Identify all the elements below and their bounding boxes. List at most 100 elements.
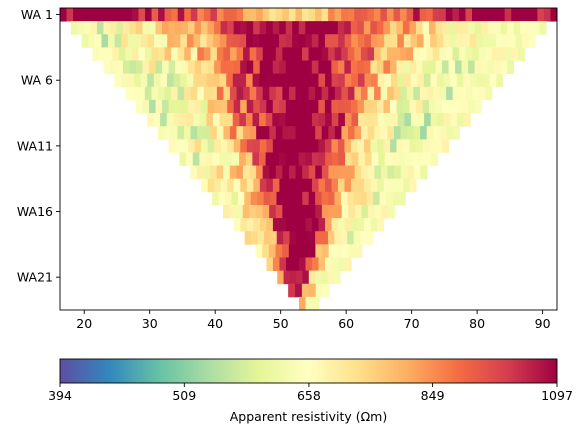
heatmap-cell <box>203 165 211 180</box>
heatmap-cell <box>366 231 374 245</box>
heatmap-cell <box>153 113 161 127</box>
heatmap-cell <box>151 86 159 101</box>
heatmap-cell <box>396 60 404 75</box>
heatmap-cell <box>142 60 150 75</box>
heatmap-cell <box>243 47 251 61</box>
heatmap-cell <box>167 34 175 48</box>
heatmap-cell <box>386 8 394 22</box>
heatmap-cell <box>318 178 326 193</box>
heatmap-cell <box>442 99 449 114</box>
heatmap-cell <box>207 60 215 75</box>
heatmap-cell <box>498 8 506 22</box>
heatmap-cell <box>315 86 323 101</box>
heatmap-cell <box>220 21 228 35</box>
heatmap-cell <box>377 34 385 48</box>
heatmap-cell <box>197 8 205 22</box>
heatmap-cell <box>406 47 414 61</box>
heatmap-cell <box>246 34 254 48</box>
x-tick-label: 70 <box>404 316 420 331</box>
heatmap-cell <box>383 139 391 153</box>
heatmap-cell <box>171 47 179 61</box>
heatmap-cell <box>331 152 339 166</box>
heatmap-cell <box>186 152 194 166</box>
heatmap-cell <box>311 21 319 35</box>
heatmap-cell <box>259 139 267 153</box>
heatmap-cell <box>413 8 421 22</box>
heatmap-cell <box>240 178 248 193</box>
heatmap-cell <box>134 34 142 48</box>
heatmap-cell <box>324 34 332 48</box>
heatmap-cell <box>305 34 313 48</box>
heatmap-cell <box>292 218 300 232</box>
heatmap-cell <box>112 8 120 22</box>
heatmap-cell <box>312 257 319 272</box>
heatmap-cell <box>142 21 150 35</box>
heatmap-cell <box>487 60 495 75</box>
heatmap-cell <box>201 60 209 75</box>
heatmap-cell <box>70 21 78 35</box>
heatmap-cell <box>360 8 368 22</box>
heatmap-cell <box>298 21 306 35</box>
heatmap-cell <box>351 34 359 48</box>
heatmap-cell <box>413 47 421 61</box>
heatmap-cell <box>430 73 438 88</box>
heatmap-cell <box>112 47 120 61</box>
heatmap-cell <box>305 152 313 166</box>
heatmap-cell <box>246 99 254 114</box>
heatmap-cell <box>312 296 320 311</box>
heatmap-cell <box>243 8 251 22</box>
heatmap-cell <box>463 113 471 127</box>
heatmap-cell <box>162 99 169 114</box>
heatmap-cell <box>265 73 273 88</box>
heatmap-cell <box>250 191 258 206</box>
heatmap-cell <box>379 191 387 206</box>
heatmap-cell <box>186 73 194 88</box>
heatmap-cell <box>269 126 277 140</box>
heatmap-cell <box>491 8 499 22</box>
heatmap-cell <box>391 152 399 166</box>
heatmap-cell <box>278 73 286 88</box>
heatmap-cell <box>341 165 349 180</box>
heatmap-cell <box>246 60 254 75</box>
heatmap-cell <box>472 86 480 101</box>
heatmap-cell <box>520 21 528 35</box>
heatmap-cell <box>244 191 252 206</box>
heatmap-cell <box>500 21 508 35</box>
heatmap-cell <box>436 34 444 48</box>
heatmap-cell <box>249 126 257 140</box>
heatmap-cell <box>120 73 128 88</box>
heatmap-cell <box>450 73 458 88</box>
heatmap-cell <box>344 34 352 48</box>
heatmap-cell <box>354 47 362 61</box>
heatmap-cell <box>406 8 414 22</box>
heatmap-cell <box>207 139 215 153</box>
heatmap-cell <box>413 126 421 140</box>
heatmap-cell <box>268 244 276 258</box>
heatmap-cell <box>474 60 482 75</box>
heatmap-cell <box>302 191 310 206</box>
heatmap-cell <box>282 86 290 101</box>
colorbar-ticks: 394 509 658 849 1097 <box>48 383 573 403</box>
heatmap-cell <box>232 152 240 166</box>
heatmap-cell <box>354 126 362 140</box>
heatmap-cell <box>380 126 388 140</box>
heatmap-cell <box>400 8 407 22</box>
x-axis: 20 30 40 50 60 70 80 90 <box>76 310 551 331</box>
heatmap-cell <box>289 231 297 245</box>
heatmap-cell <box>422 60 430 75</box>
heatmap-cell <box>272 60 280 75</box>
heatmap-cell <box>129 21 137 35</box>
colorbar-tick-label: 1097 <box>541 388 573 403</box>
heatmap-cell <box>92 8 100 22</box>
heatmap-cell <box>289 270 297 285</box>
heatmap-cell <box>292 139 300 153</box>
colorbar-tick-label: 509 <box>172 388 196 403</box>
heatmap-cell <box>109 21 117 35</box>
heatmap-cell <box>373 8 381 22</box>
heatmap-cell <box>210 126 218 140</box>
heatmap-cell <box>206 113 214 127</box>
heatmap-cell <box>357 60 365 75</box>
heatmap-cell <box>259 60 267 75</box>
heatmap-cell <box>81 34 89 48</box>
